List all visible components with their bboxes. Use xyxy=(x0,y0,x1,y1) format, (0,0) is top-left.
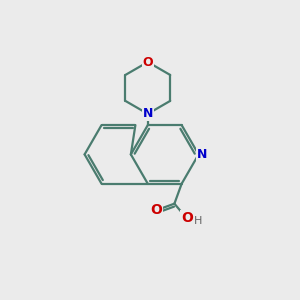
Text: H: H xyxy=(194,216,203,226)
Text: O: O xyxy=(181,211,193,225)
Text: N: N xyxy=(142,107,153,120)
Text: N: N xyxy=(197,148,207,161)
Text: O: O xyxy=(142,56,153,68)
Text: O: O xyxy=(151,203,162,217)
